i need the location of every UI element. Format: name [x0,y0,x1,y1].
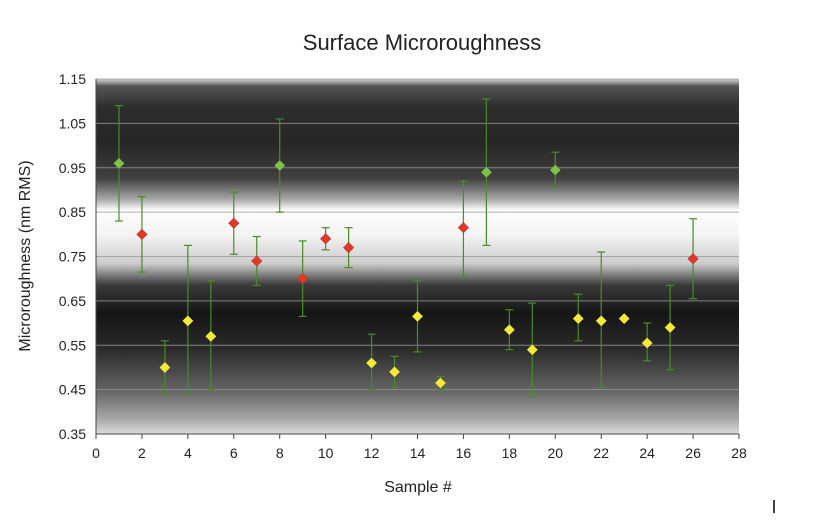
data-point-red [457,221,470,234]
y-tick-label: 0.35 [59,426,86,442]
data-points [113,157,699,389]
y-axis-label: Microroughness (nm RMS) [17,160,34,351]
data-point-red [296,272,309,285]
x-tick-label: 8 [276,445,284,461]
axes [95,79,740,439]
y-tick-label: 0.65 [59,293,86,309]
data-point-green [549,164,562,176]
data-point-yellow [572,312,585,325]
y-tick-label: 0.95 [59,160,86,176]
data-point-red [319,232,332,245]
x-tick-label: 2 [138,445,146,461]
data-point-green [273,159,286,172]
y-tick-label: 0.75 [59,249,86,265]
x-tick-label: 16 [456,445,472,461]
x-tick-label: 14 [410,445,426,461]
x-tick-label: 24 [639,445,655,461]
x-tick-label: 18 [502,445,518,461]
data-point-red [227,217,240,230]
data-point-yellow [388,366,401,378]
x-tick-label: 0 [92,445,100,461]
x-tick-label: 22 [593,445,609,461]
data-point-yellow [434,377,447,389]
x-tick-labels: 0 2 4 6 8 10 12 14 16 18 20 22 24 26 28 [92,445,747,461]
data-point-yellow [204,330,217,343]
x-axis-label: Sample # [384,479,452,496]
y-tick-label: 1.05 [59,115,86,131]
data-point-green [480,166,493,179]
data-point-yellow [526,343,539,356]
data-point-yellow [595,314,608,327]
y-tick-label: 1.15 [59,71,86,87]
y-tick-label: 0.55 [59,337,86,353]
chart-title: Surface Microroughness [303,30,541,55]
data-point-yellow [664,321,676,334]
x-tick-label: 12 [364,445,380,461]
y-tick-label: 0.45 [59,382,86,398]
data-point-yellow [503,323,516,336]
y-tick-labels: 0.35 0.45 0.55 0.65 0.75 0.85 0.95 1.05 1.15 [59,71,86,442]
x-tick-label: 6 [230,445,238,461]
data-point-yellow [618,312,631,325]
error-bars [114,98,698,397]
data-point-yellow [411,310,424,323]
x-tick-label: 28 [731,445,747,461]
data-point-red [250,255,263,267]
data-point-red [687,252,699,265]
data-point-yellow [641,337,653,349]
x-tick-label: 20 [547,445,563,461]
y-tick-label: 0.85 [59,204,86,220]
data-point-yellow [365,357,378,369]
x-tick-label: 26 [685,445,701,461]
data-point-yellow [159,361,171,374]
data-point-green [113,157,125,170]
data-point-red [136,228,148,241]
data-point-red [342,241,355,254]
x-tick-label: 4 [184,445,192,461]
data-point-yellow [182,314,194,327]
x-tick-label: 10 [318,445,334,461]
